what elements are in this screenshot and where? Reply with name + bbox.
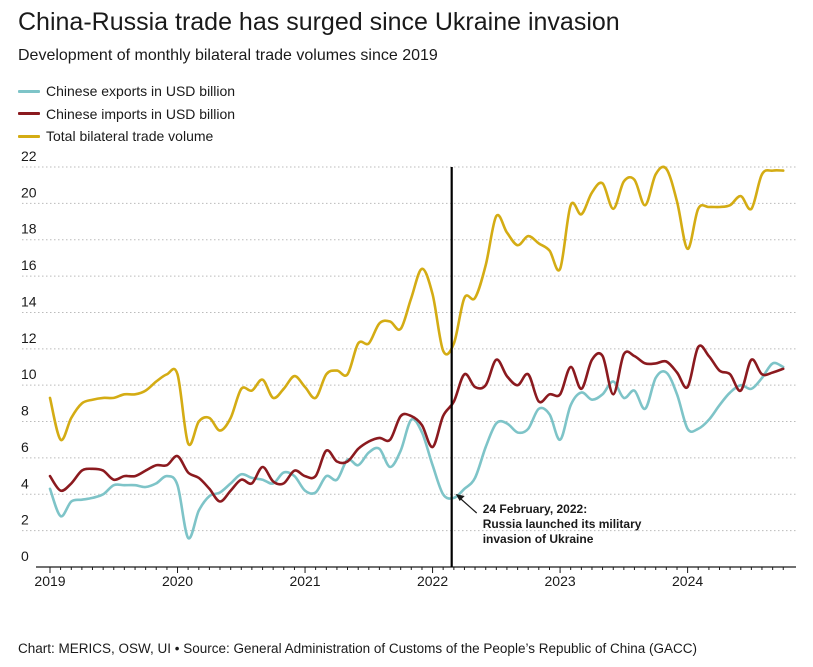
chart-footer: Chart: MERICS, OSW, UI • Source: General…: [18, 641, 697, 656]
y-tick-label: 16: [21, 257, 37, 273]
x-tick-label: 2024: [672, 573, 703, 589]
legend-swatch-imports: [18, 112, 40, 116]
y-tick-label: 0: [21, 548, 29, 564]
y-tick-label: 4: [21, 475, 29, 491]
legend-label-imports: Chinese imports in USD billion: [46, 105, 236, 122]
x-tick-label: 2020: [162, 573, 193, 589]
chart-legend: Chinese exports in USD billion Chinese i…: [18, 80, 235, 148]
x-tick-label: 2022: [417, 573, 448, 589]
series-lines: [48, 165, 785, 540]
legend-swatch-exports: [18, 89, 40, 93]
annotation-arrow: [458, 496, 478, 514]
legend-label-total: Total bilateral trade volume: [46, 128, 214, 145]
x-axis: 2019 2020 2021 2022 2023 2024: [34, 566, 796, 589]
y-tick-label: 2: [21, 512, 29, 528]
annotation-arrowhead: [455, 494, 465, 501]
footer-source: Source: General Administration of Custom…: [183, 641, 698, 656]
legend-item-exports: Chinese exports in USD billion: [18, 80, 235, 103]
footer-separator: •: [171, 641, 184, 656]
x-tick-label: 2023: [545, 573, 576, 589]
legend-label-exports: Chinese exports in USD billion: [46, 83, 236, 100]
x-tick-label: 2021: [289, 573, 320, 589]
y-tick-label: 8: [21, 403, 29, 419]
x-tick-label: 2019: [34, 573, 65, 589]
legend-item-imports: Chinese imports in USD billion: [18, 103, 235, 126]
y-axis-ticks: 0 2 4 6 8 10 12 14 16 18 20 22: [21, 148, 37, 564]
annotation-text: 24 February, 2022:: [483, 502, 588, 516]
annotation-text: invasion of Ukraine: [483, 532, 594, 546]
y-tick-label: 20: [21, 184, 37, 200]
chart-subtitle: Development of monthly bilateral trade v…: [18, 47, 438, 64]
total-line: [48, 165, 785, 447]
footer-credit: Chart: MERICS, OSW, UI: [18, 641, 172, 656]
legend-swatch-total: [18, 134, 40, 138]
imports-line: [48, 344, 785, 503]
legend-item-total: Total bilateral trade volume: [18, 125, 235, 148]
invasion-annotation: 24 February, 2022:Russia launched its mi…: [450, 167, 642, 567]
y-tick-label: 14: [21, 293, 37, 309]
y-tick-label: 18: [21, 221, 37, 237]
chart-title: China-Russia trade has surged since Ukra…: [18, 8, 620, 36]
y-tick-label: 10: [21, 366, 37, 382]
y-tick-label: 12: [21, 330, 37, 346]
y-tick-label: 22: [21, 148, 37, 164]
y-tick-label: 6: [21, 439, 29, 455]
annotation-text: Russia launched its military: [483, 517, 642, 531]
exports-line: [48, 361, 785, 540]
